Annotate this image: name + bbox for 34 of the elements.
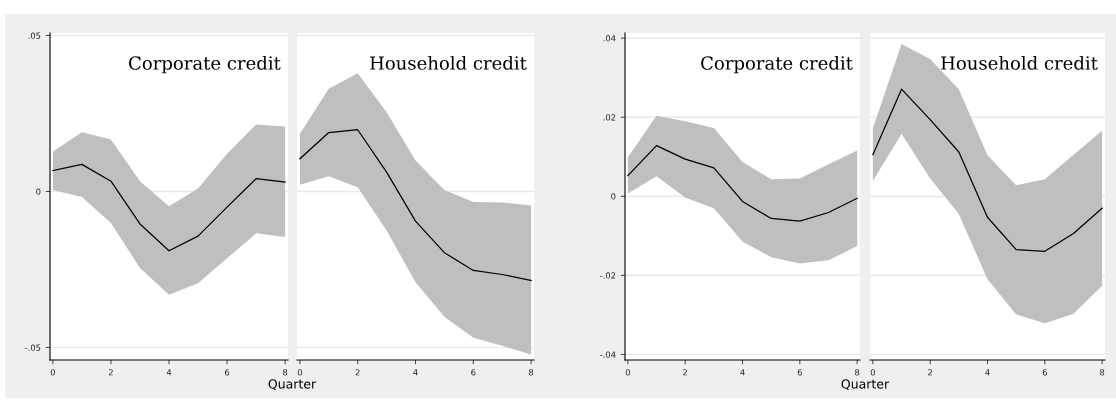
- x-tick-label: 8: [855, 369, 860, 376]
- x-tick-label: 2: [108, 369, 113, 376]
- x-tick-label: 4: [985, 369, 990, 376]
- text: Corporate credit: [129, 55, 281, 74]
- y-tick-label: -.04: [600, 351, 616, 358]
- x-tick-label: 0: [870, 369, 875, 376]
- text: Household credit: [941, 55, 1098, 70]
- x-tick-label: 8: [283, 369, 288, 376]
- text: Corporate credit: [701, 55, 853, 74]
- y-tick-label: .05: [28, 32, 41, 39]
- x-tick-label: 6: [797, 369, 802, 376]
- x-tick-label: 4: [166, 369, 172, 376]
- x-tick-label: 0: [50, 369, 55, 376]
- y-tick-label: 0: [611, 193, 616, 200]
- y-tick-label: -.05: [25, 344, 41, 351]
- x-tick-label: 6: [471, 369, 476, 376]
- x-tick-label: 8: [529, 369, 534, 376]
- y-tick-label: .04: [603, 35, 616, 42]
- x-tick-label: 6: [1042, 369, 1047, 376]
- x-tick-label: 8: [1100, 369, 1105, 376]
- y-tick-label: .02: [603, 114, 616, 121]
- y-tick-label: 0: [36, 188, 41, 195]
- x-tick-label: 0: [297, 369, 302, 376]
- x-tick-label: 4: [740, 369, 745, 376]
- x-tick-label: 4: [413, 369, 418, 376]
- text: Household credit: [370, 55, 527, 70]
- x-tick-label: 2: [928, 369, 932, 376]
- x-tick-label: 2: [355, 369, 360, 376]
- x-tick-label: 2: [683, 369, 687, 376]
- x-axis-title: Quarter: [268, 379, 317, 391]
- x-tick-label: 0: [625, 369, 630, 376]
- x-tick-label: 6: [224, 369, 230, 376]
- y-tick-label: -.02: [600, 272, 616, 279]
- x-axis-title: Quarter: [841, 379, 890, 391]
